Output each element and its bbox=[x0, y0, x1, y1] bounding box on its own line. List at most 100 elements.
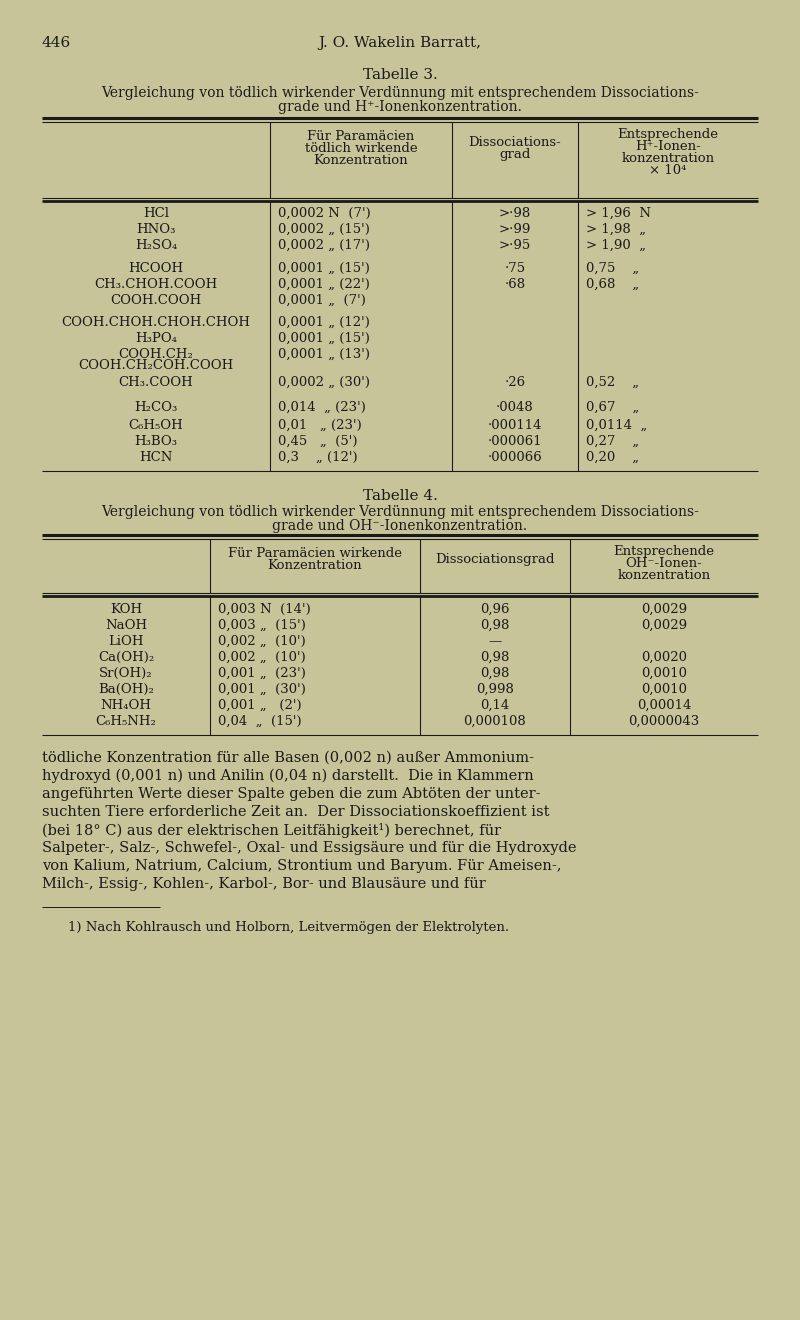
Text: grade und OH⁻-Ionenkonzentration.: grade und OH⁻-Ionenkonzentration. bbox=[273, 519, 527, 533]
Text: Konzentration: Konzentration bbox=[268, 558, 362, 572]
Text: LiOH: LiOH bbox=[108, 635, 144, 648]
Text: (bei 18° C) aus der elektrischen Leitfähigkeit¹) berechnet, für: (bei 18° C) aus der elektrischen Leitfäh… bbox=[42, 822, 501, 838]
Text: 0,0001 „ (15'): 0,0001 „ (15') bbox=[278, 333, 370, 345]
Text: 0,002 „  (10'): 0,002 „ (10') bbox=[218, 651, 306, 664]
Text: 0,0029: 0,0029 bbox=[641, 603, 687, 616]
Text: Dissociations-: Dissociations- bbox=[469, 136, 562, 149]
Text: 0,0029: 0,0029 bbox=[641, 619, 687, 632]
Text: ·0048: ·0048 bbox=[496, 401, 534, 414]
Text: 0,001 „   (2'): 0,001 „ (2') bbox=[218, 700, 302, 711]
Text: > 1,98  „: > 1,98 „ bbox=[586, 223, 646, 236]
Text: Milch-, Essig-, Kohlen-, Karbol-, Bor- und Blausäure und für: Milch-, Essig-, Kohlen-, Karbol-, Bor- u… bbox=[42, 876, 486, 891]
Text: J. O. Wakelin Barratt,: J. O. Wakelin Barratt, bbox=[318, 36, 482, 50]
Text: Entsprechende: Entsprechende bbox=[618, 128, 718, 141]
Text: Für Paramäcien wirkende: Für Paramäcien wirkende bbox=[228, 546, 402, 560]
Text: 0,001 „  (30'): 0,001 „ (30') bbox=[218, 682, 306, 696]
Text: COOH.CHOH.CHOH.CHOH: COOH.CHOH.CHOH.CHOH bbox=[62, 315, 250, 329]
Text: CH₃.CHOH.COOH: CH₃.CHOH.COOH bbox=[94, 279, 218, 290]
Text: ·26: ·26 bbox=[505, 376, 526, 389]
Text: > 1,90  „: > 1,90 „ bbox=[586, 239, 646, 252]
Text: HCOOH: HCOOH bbox=[129, 261, 183, 275]
Text: 0,01   „ (23'): 0,01 „ (23') bbox=[278, 418, 362, 432]
Text: 0,52    „: 0,52 „ bbox=[586, 376, 639, 389]
Text: 0,014  „ (23'): 0,014 „ (23') bbox=[278, 401, 366, 414]
Text: Ca(OH)₂: Ca(OH)₂ bbox=[98, 651, 154, 664]
Text: OH⁻-Ionen-: OH⁻-Ionen- bbox=[626, 557, 702, 570]
Text: H₂CO₃: H₂CO₃ bbox=[134, 401, 178, 414]
Text: C₆H₅NH₂: C₆H₅NH₂ bbox=[95, 715, 157, 729]
Text: 0,0001 „ (13'): 0,0001 „ (13') bbox=[278, 348, 370, 360]
Text: 0,20    „: 0,20 „ bbox=[586, 451, 639, 465]
Text: Dissociationsgrad: Dissociationsgrad bbox=[435, 553, 554, 566]
Text: 0,14: 0,14 bbox=[480, 700, 510, 711]
Text: 446: 446 bbox=[42, 36, 71, 50]
Text: 0,3    „ (12'): 0,3 „ (12') bbox=[278, 451, 358, 465]
Text: 0,003 N  (14'): 0,003 N (14') bbox=[218, 603, 310, 616]
Text: 0,003 „  (15'): 0,003 „ (15') bbox=[218, 619, 306, 632]
Text: 0,001 „  (23'): 0,001 „ (23') bbox=[218, 667, 306, 680]
Text: grad: grad bbox=[499, 148, 530, 161]
Text: 0,0001 „  (7'): 0,0001 „ (7') bbox=[278, 294, 366, 308]
Text: 0,0001 „ (15'): 0,0001 „ (15') bbox=[278, 261, 370, 275]
Text: ·000114: ·000114 bbox=[488, 418, 542, 432]
Text: H₂SO₄: H₂SO₄ bbox=[135, 239, 177, 252]
Text: 0,0002 „ (15'): 0,0002 „ (15') bbox=[278, 223, 370, 236]
Text: ·000066: ·000066 bbox=[488, 451, 542, 465]
Text: COOH.CH₂COH.COOH: COOH.CH₂COH.COOH bbox=[78, 359, 234, 372]
Text: hydroxyd (0,001 n) und Anilin (0,04 n) darstellt.  Die in Klammern: hydroxyd (0,001 n) und Anilin (0,04 n) d… bbox=[42, 770, 534, 783]
Text: > 1,96  N: > 1,96 N bbox=[586, 207, 651, 220]
Text: tödliche Konzentration für alle Basen (0,002 n) außer Ammonium-: tödliche Konzentration für alle Basen (0… bbox=[42, 751, 534, 766]
Text: 0,98: 0,98 bbox=[480, 619, 510, 632]
Text: 0,27    „: 0,27 „ bbox=[586, 436, 639, 447]
Text: 0,000108: 0,000108 bbox=[464, 715, 526, 729]
Text: KOH: KOH bbox=[110, 603, 142, 616]
Text: Vergleichung von tödlich wirkender Verdünnung mit entsprechendem Dissociations-: Vergleichung von tödlich wirkender Verdü… bbox=[101, 506, 699, 519]
Text: konzentration: konzentration bbox=[618, 569, 710, 582]
Text: grade und H⁺-Ionenkonzentration.: grade und H⁺-Ionenkonzentration. bbox=[278, 100, 522, 114]
Text: 0,998: 0,998 bbox=[476, 682, 514, 696]
Text: 0,0001 „ (22'): 0,0001 „ (22') bbox=[278, 279, 370, 290]
Text: Ba(OH)₂: Ba(OH)₂ bbox=[98, 682, 154, 696]
Text: Tabelle 3.: Tabelle 3. bbox=[362, 69, 438, 82]
Text: tödlich wirkende: tödlich wirkende bbox=[305, 143, 418, 154]
Text: HCN: HCN bbox=[139, 451, 173, 465]
Text: 0,0002 „ (30'): 0,0002 „ (30') bbox=[278, 376, 370, 389]
Text: NH₄OH: NH₄OH bbox=[101, 700, 151, 711]
Text: 0,0020: 0,0020 bbox=[641, 651, 687, 664]
Text: von Kalium, Natrium, Calcium, Strontium und Baryum. Für Ameisen-,: von Kalium, Natrium, Calcium, Strontium … bbox=[42, 859, 562, 873]
Text: 0,67    „: 0,67 „ bbox=[586, 401, 639, 414]
Text: H₃BO₃: H₃BO₃ bbox=[134, 436, 178, 447]
Text: Konzentration: Konzentration bbox=[314, 154, 408, 168]
Text: COOH.CH₂: COOH.CH₂ bbox=[118, 348, 194, 360]
Text: >·95: >·95 bbox=[499, 239, 531, 252]
Text: Salpeter-, Salz-, Schwefel-, Oxal- und Essigsäure und für die Hydroxyde: Salpeter-, Salz-, Schwefel-, Oxal- und E… bbox=[42, 841, 577, 855]
Text: × 10⁴: × 10⁴ bbox=[650, 164, 686, 177]
Text: 0,04  „  (15'): 0,04 „ (15') bbox=[218, 715, 302, 729]
Text: H⁺-Ionen-: H⁺-Ionen- bbox=[635, 140, 701, 153]
Text: H₃PO₄: H₃PO₄ bbox=[135, 333, 177, 345]
Text: Entsprechende: Entsprechende bbox=[614, 545, 714, 558]
Text: 0,0002 N  (7'): 0,0002 N (7') bbox=[278, 207, 370, 220]
Text: 0,98: 0,98 bbox=[480, 667, 510, 680]
Text: 0,98: 0,98 bbox=[480, 651, 510, 664]
Text: Tabelle 4.: Tabelle 4. bbox=[362, 488, 438, 503]
Text: 0,002 „  (10'): 0,002 „ (10') bbox=[218, 635, 306, 648]
Text: 0,75    „: 0,75 „ bbox=[586, 261, 639, 275]
Text: 0,0010: 0,0010 bbox=[641, 682, 687, 696]
Text: 0,0001 „ (12'): 0,0001 „ (12') bbox=[278, 315, 370, 329]
Text: angeführten Werte dieser Spalte geben die zum Abtöten der unter-: angeführten Werte dieser Spalte geben di… bbox=[42, 787, 541, 801]
Text: 0,0010: 0,0010 bbox=[641, 667, 687, 680]
Text: ·68: ·68 bbox=[505, 279, 526, 290]
Text: 0,0002 „ (17'): 0,0002 „ (17') bbox=[278, 239, 370, 252]
Text: HNO₃: HNO₃ bbox=[136, 223, 176, 236]
Text: HCl: HCl bbox=[143, 207, 169, 220]
Text: Für Paramäcien: Für Paramäcien bbox=[307, 129, 414, 143]
Text: konzentration: konzentration bbox=[622, 152, 714, 165]
Text: —: — bbox=[488, 635, 502, 648]
Text: ·75: ·75 bbox=[505, 261, 526, 275]
Text: 0,96: 0,96 bbox=[480, 603, 510, 616]
Text: 0,00014: 0,00014 bbox=[637, 700, 691, 711]
Text: 1) Nach Kohlrausch und Holborn, Leitvermögen der Elektrolyten.: 1) Nach Kohlrausch und Holborn, Leitverm… bbox=[68, 921, 509, 935]
Text: Vergleichung von tödlich wirkender Verdünnung mit entsprechendem Dissociations-: Vergleichung von tödlich wirkender Verdü… bbox=[101, 86, 699, 100]
Text: suchten Tiere erforderliche Zeit an.  Der Dissociationskoeffizient ist: suchten Tiere erforderliche Zeit an. Der… bbox=[42, 805, 550, 818]
